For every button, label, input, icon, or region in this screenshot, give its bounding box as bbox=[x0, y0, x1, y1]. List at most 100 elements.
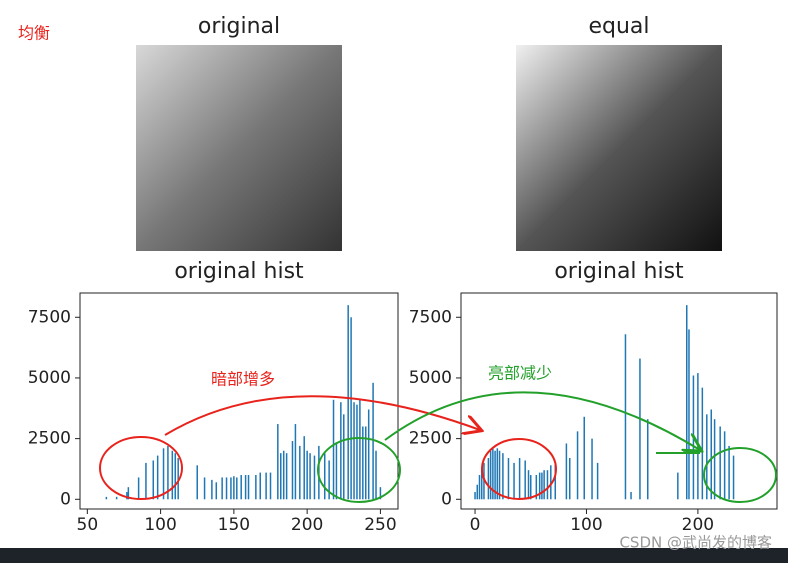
bar bbox=[294, 424, 297, 500]
bar bbox=[554, 462, 557, 500]
bar bbox=[706, 414, 708, 500]
annotation: 亮部减少 bbox=[488, 364, 552, 383]
bar bbox=[343, 414, 345, 500]
bar bbox=[356, 404, 358, 500]
bar bbox=[359, 399, 361, 500]
bar bbox=[171, 450, 174, 500]
bar bbox=[538, 472, 541, 500]
x-tick-label: 100 bbox=[570, 515, 602, 535]
image-title: equal bbox=[588, 14, 649, 39]
x-tick-label: 0 bbox=[470, 515, 481, 535]
bar bbox=[583, 416, 585, 500]
annotation: 暗部增多 bbox=[211, 370, 275, 389]
bar bbox=[350, 317, 352, 500]
bar bbox=[630, 492, 632, 500]
bar bbox=[362, 426, 364, 500]
bar bbox=[255, 475, 257, 500]
bar bbox=[535, 475, 538, 500]
bar bbox=[291, 441, 294, 500]
bar bbox=[692, 375, 695, 500]
bar bbox=[211, 479, 213, 500]
bar bbox=[487, 458, 490, 500]
bar bbox=[127, 487, 130, 500]
bar bbox=[162, 448, 165, 500]
bar bbox=[115, 496, 118, 500]
bar bbox=[518, 458, 521, 500]
bar bbox=[591, 438, 593, 500]
x-tick-label: 250 bbox=[364, 515, 396, 535]
x-tick-label: 50 bbox=[77, 515, 99, 535]
bar bbox=[713, 419, 716, 500]
bar bbox=[480, 467, 483, 500]
bar bbox=[282, 450, 285, 500]
x-tick-label: 150 bbox=[218, 515, 250, 535]
x-tick-label: 100 bbox=[144, 515, 176, 535]
y-tick-label: 0 bbox=[441, 489, 452, 509]
bar bbox=[332, 399, 335, 500]
bar bbox=[328, 460, 330, 500]
bar bbox=[507, 458, 510, 500]
bar bbox=[492, 448, 494, 500]
bar bbox=[313, 455, 316, 500]
bar bbox=[476, 484, 479, 500]
bar bbox=[174, 453, 177, 500]
bar bbox=[244, 475, 247, 500]
bar bbox=[137, 477, 140, 500]
bar bbox=[265, 472, 267, 500]
chart-title: original hist bbox=[174, 259, 304, 284]
axes-frame bbox=[79, 292, 399, 510]
y-tick-label: 5000 bbox=[28, 368, 71, 388]
bar bbox=[719, 426, 721, 500]
bar bbox=[576, 431, 579, 500]
label: 均衡 bbox=[18, 24, 50, 43]
bar bbox=[340, 402, 342, 500]
bar bbox=[335, 443, 338, 500]
bar bbox=[177, 458, 179, 500]
bar bbox=[496, 448, 499, 500]
bar bbox=[236, 477, 238, 500]
bar bbox=[306, 450, 308, 500]
bar bbox=[639, 358, 641, 500]
bar bbox=[478, 475, 481, 500]
bar bbox=[152, 460, 155, 500]
y-tick-label: 0 bbox=[60, 489, 71, 509]
x-tick-label: 200 bbox=[682, 515, 714, 535]
bar bbox=[677, 472, 679, 500]
bar bbox=[347, 305, 349, 500]
y-tick-label: 2500 bbox=[28, 429, 71, 449]
highlight bbox=[317, 437, 401, 503]
bar bbox=[685, 305, 688, 500]
bar bbox=[728, 445, 730, 500]
bar bbox=[167, 445, 169, 500]
x-tick-label: 200 bbox=[291, 515, 323, 535]
bar bbox=[498, 450, 501, 500]
arrow bbox=[384, 391, 700, 450]
bar bbox=[723, 431, 726, 500]
bar bbox=[126, 492, 128, 500]
bar bbox=[105, 496, 108, 500]
y-tick-label: 5000 bbox=[409, 368, 452, 388]
highlight bbox=[703, 447, 777, 503]
bar bbox=[688, 329, 690, 500]
bar bbox=[285, 453, 288, 500]
bar bbox=[550, 465, 552, 500]
bar bbox=[379, 487, 382, 500]
bar bbox=[513, 462, 515, 500]
bar bbox=[215, 482, 218, 500]
highlight bbox=[99, 436, 183, 500]
bar bbox=[527, 470, 530, 500]
y-tick-label: 7500 bbox=[28, 307, 71, 327]
bar bbox=[299, 445, 301, 500]
bar bbox=[732, 455, 735, 500]
bar bbox=[489, 450, 492, 500]
bar bbox=[565, 443, 568, 500]
bar bbox=[524, 460, 526, 500]
bar bbox=[303, 436, 305, 500]
bar bbox=[203, 477, 206, 500]
bar bbox=[372, 382, 374, 500]
bar bbox=[701, 387, 704, 500]
chart-title: original hist bbox=[554, 259, 684, 284]
bar bbox=[494, 450, 496, 500]
